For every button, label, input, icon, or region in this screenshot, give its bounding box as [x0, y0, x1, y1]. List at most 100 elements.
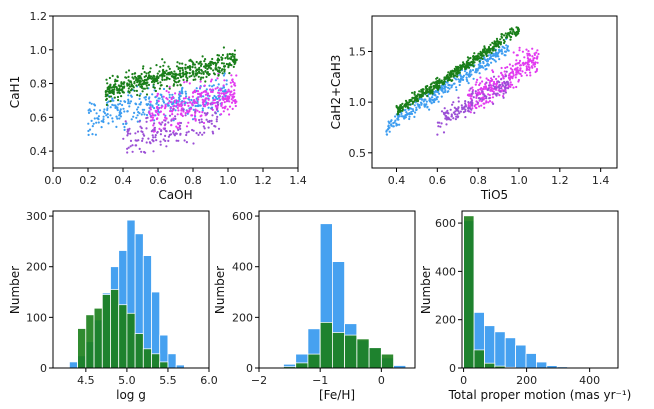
scatter-point-purple	[440, 122, 443, 125]
scatter-point-purple	[167, 139, 170, 142]
scatter-point-green	[466, 63, 470, 66]
scatter-point-magenta	[529, 71, 532, 74]
scatter-point-blue	[96, 117, 100, 120]
scatter-point-magenta	[164, 105, 167, 108]
scatter-point-purple	[216, 115, 219, 118]
scatter-point-purple	[457, 115, 460, 118]
scatter-point-magenta	[533, 62, 537, 66]
histogram-bar-green	[483, 362, 496, 369]
scatter-point-blue	[465, 76, 468, 79]
scatter-point-magenta	[148, 113, 152, 116]
scatter-point-green	[181, 62, 184, 65]
scatter-point-purple	[154, 134, 157, 137]
scatter-point-green	[195, 60, 198, 64]
scatter-point-green	[482, 54, 485, 57]
y-axis-label: Number	[213, 266, 227, 314]
scatter-point-blue	[503, 47, 506, 50]
scatter-point-green	[203, 65, 206, 68]
scatter-point-magenta	[511, 64, 514, 67]
scatter-point-green	[461, 64, 464, 67]
scatter-point-purple	[458, 112, 461, 115]
scatter-point-magenta	[515, 71, 518, 74]
scatter-point-magenta	[156, 94, 159, 97]
scatter-point-blue	[123, 110, 126, 113]
scatter-point-green	[472, 65, 475, 68]
scatter-point-blue	[438, 92, 441, 95]
scatter-point-green	[191, 70, 195, 73]
scatter-point-magenta	[211, 90, 214, 93]
scatter-point-purple	[141, 139, 144, 142]
scatter-point-blue	[140, 113, 143, 116]
scatter-point-purple	[449, 118, 452, 121]
scatter-point-magenta	[491, 89, 494, 93]
scatter-point-blue	[452, 82, 455, 85]
scatter-point-blue	[482, 60, 485, 64]
scatter-point-blue	[485, 64, 488, 67]
scatter-point-green	[399, 105, 402, 108]
scatter-point-green	[188, 72, 191, 75]
scatter-point-blue	[418, 106, 421, 109]
x-tick-label: 0.8	[184, 174, 202, 187]
scatter-point-green	[229, 53, 232, 56]
scatter-point-purple	[210, 107, 213, 110]
scatter-point-purple	[170, 119, 173, 122]
scatter-point-purple	[141, 137, 144, 140]
scatter-point-green	[483, 50, 487, 53]
scatter-point-blue	[112, 99, 115, 102]
scatter-point-purple	[185, 133, 188, 137]
scatter-point-magenta	[514, 73, 517, 76]
scatter-point-magenta	[532, 59, 535, 62]
scatter-point-purple	[131, 144, 134, 147]
scatter-point-blue	[201, 107, 204, 110]
scatter-point-magenta	[488, 100, 492, 103]
scatter-point-magenta	[191, 95, 194, 98]
scatter-point-blue	[501, 52, 504, 55]
scatter-point-magenta	[502, 95, 505, 98]
scatter-point-green	[216, 54, 219, 57]
scatter-point-magenta	[490, 77, 493, 80]
scatter-point-green	[222, 62, 225, 65]
scatter-point-magenta	[524, 71, 527, 74]
scatter-point-green	[161, 74, 164, 77]
marks-layer	[463, 215, 610, 369]
scatter-point-blue	[405, 113, 408, 116]
scatter-point-green	[458, 69, 462, 72]
scatter-point-magenta	[509, 76, 513, 79]
scatter-point-green	[226, 57, 230, 60]
scatter-point-magenta	[506, 66, 509, 69]
scatter-point-magenta	[525, 65, 528, 68]
scatter-point-magenta	[186, 101, 189, 105]
scatter-point-green	[424, 85, 427, 88]
scatter-point-blue	[467, 82, 470, 85]
scatter-point-purple	[155, 139, 158, 142]
scatter-point-blue	[474, 71, 477, 74]
scatter-point-blue	[424, 98, 427, 101]
scatter-point-green	[514, 34, 518, 37]
scatter-point-blue	[168, 93, 171, 96]
scatter-point-green	[453, 69, 456, 72]
scatter-point-green	[510, 27, 513, 30]
x-tick-label: 0.6	[149, 174, 167, 187]
scatter-point-purple	[164, 123, 167, 126]
scatter-point-blue	[123, 125, 126, 129]
scatter-point-magenta	[515, 54, 518, 57]
scatter-point-purple	[150, 130, 153, 133]
scatter-point-purple	[152, 136, 155, 139]
scatter-point-green	[197, 62, 200, 65]
scatter-point-magenta	[193, 114, 197, 117]
scatter-point-green	[170, 71, 173, 74]
scatter-point-magenta	[535, 68, 539, 71]
scatter-point-magenta	[159, 110, 162, 113]
x-tick-label: 5.0	[118, 374, 136, 387]
scatter-point-blue	[142, 111, 145, 114]
scatter-point-blue	[437, 100, 440, 103]
scatter-point-blue	[420, 103, 423, 106]
scatter-point-green	[218, 66, 221, 70]
scatter-point-blue	[443, 85, 446, 88]
histogram-bar-blue	[536, 361, 548, 369]
scatter-point-green	[477, 55, 480, 58]
scatter-point-magenta	[220, 104, 223, 107]
scatter-point-green	[116, 79, 119, 82]
scatter-point-purple	[469, 101, 472, 104]
scatter-point-blue	[93, 104, 97, 107]
